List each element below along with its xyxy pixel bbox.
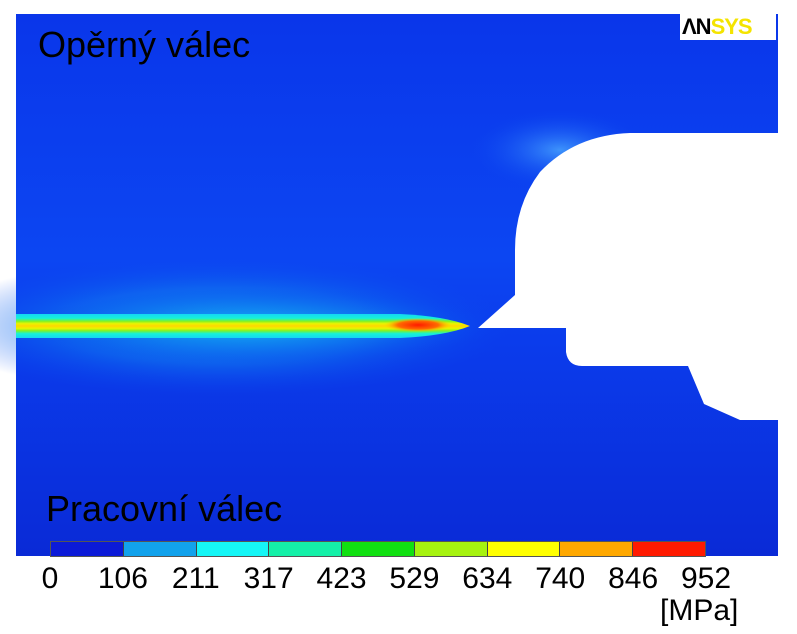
logo-part-an: ΛN (682, 14, 712, 39)
legend-segment (196, 542, 270, 556)
legend-unit-label: [MPa] (660, 594, 739, 627)
legend-tick-label: 634 (462, 562, 513, 595)
ansys-logo: ΛNSYS (680, 14, 776, 40)
top-region-label: Opěrný válec (38, 24, 251, 65)
legend-tick-label: 106 (97, 562, 148, 595)
legend-tick-label: 952 (680, 562, 732, 595)
void-region (478, 133, 778, 420)
bottom-region-label: Pracovní válec (46, 488, 283, 529)
legend-segment (487, 542, 561, 556)
color-legend-bar (50, 541, 706, 557)
legend-tick-label: 423 (316, 562, 367, 595)
stress-band (16, 314, 470, 338)
legend-tick-label: 0 (41, 562, 59, 595)
legend-segment (123, 542, 197, 556)
legend-segment (633, 542, 706, 556)
legend-segment (51, 542, 124, 556)
legend-segment (269, 542, 343, 556)
legend-segment (560, 542, 634, 556)
legend-tick-label: 846 (608, 562, 659, 595)
legend-tick-label: 317 (243, 562, 294, 595)
legend-tick-label: 529 (389, 562, 440, 595)
legend-segment (342, 542, 415, 556)
legend-tick-label: 211 (171, 562, 220, 595)
stress-hotspot (384, 318, 452, 332)
logo-part-sys: SYS (710, 14, 753, 39)
legend-segment (414, 542, 488, 556)
legend-tick-label: 740 (535, 562, 586, 595)
